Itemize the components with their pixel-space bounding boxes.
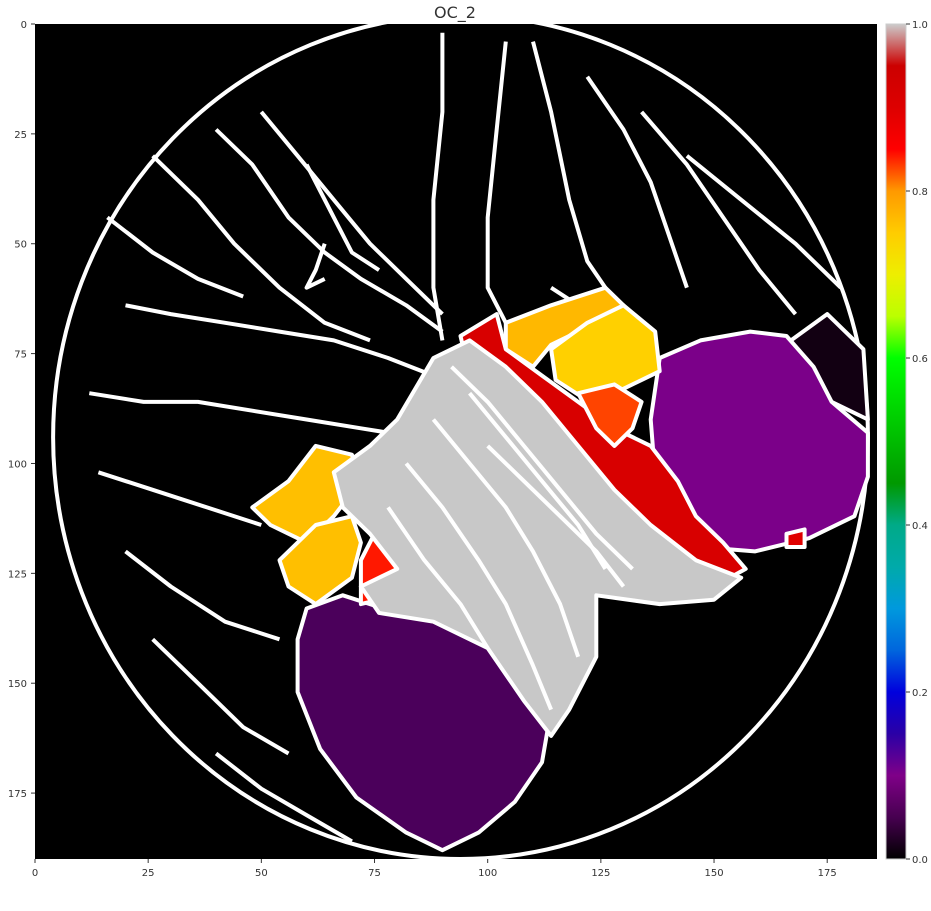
region-contour-5 xyxy=(259,110,444,316)
y-tick-label: 50 xyxy=(14,240,27,251)
y-tick-label: 150 xyxy=(8,679,27,690)
x-tick-label: 175 xyxy=(818,868,837,879)
chart-title: OC_2 xyxy=(434,3,476,23)
inner-contour-2 xyxy=(431,418,581,658)
parcel-central-grey xyxy=(331,338,744,738)
colorbar-tick-label: 0.2 xyxy=(912,688,928,699)
inner-contour-1 xyxy=(468,391,608,570)
region-contour-4 xyxy=(214,128,444,334)
colorbar-ticks: 0.0 0.2 0.4 0.6 0.8 1.0 xyxy=(906,20,928,866)
y-tick-label: 75 xyxy=(14,350,27,361)
y-axis: 0 25 50 75 100 125 150 175 xyxy=(8,20,35,800)
y-tick-label: 0 xyxy=(21,20,27,31)
x-tick-label: 125 xyxy=(591,868,610,879)
region-contour-13 xyxy=(151,637,290,756)
parcel-red-orange-blob xyxy=(576,382,644,448)
x-tick-label: 0 xyxy=(32,868,38,879)
region-contour-11 xyxy=(685,154,843,290)
inner-contour-0 xyxy=(450,365,634,571)
parcel-small-red-dot xyxy=(784,527,807,549)
inner-contour-4 xyxy=(386,506,490,650)
x-tick-label: 100 xyxy=(478,868,497,879)
region-contour-9 xyxy=(585,75,689,289)
inner-contour-3 xyxy=(404,462,553,711)
x-tick-label: 25 xyxy=(142,868,155,879)
x-tick-label: 75 xyxy=(368,868,381,879)
colorbar-tick-label: 0.0 xyxy=(912,855,928,866)
inner-contour-5 xyxy=(486,444,626,588)
region-contour-10 xyxy=(640,110,798,316)
parcel-top-center-yellow xyxy=(549,303,662,400)
colorbar-tick-label: 1.0 xyxy=(912,20,928,31)
region-contour-1 xyxy=(88,391,416,440)
parcel-left-orange-lower xyxy=(277,514,363,607)
region-contour-2 xyxy=(97,470,262,527)
colorbar-frame xyxy=(885,23,907,860)
region-contour-14 xyxy=(214,751,353,844)
y-tick-label: 175 xyxy=(8,789,27,800)
colorbar-tick-label: 0.4 xyxy=(912,521,928,532)
region-contour-8 xyxy=(531,41,608,289)
region-contour-12 xyxy=(124,549,281,642)
y-tick-label: 100 xyxy=(8,459,27,470)
y-tick-label: 125 xyxy=(8,569,27,580)
x-axis: 0 25 50 75 100 125 150 175 xyxy=(32,859,837,879)
colorbar-gradient xyxy=(886,24,906,859)
plot-area: 0 25 50 75 100 125 150 175 0 25 50 75 100 125 150 175 xyxy=(8,20,877,879)
region-contour-0 xyxy=(125,303,435,378)
region-contour-17 xyxy=(304,243,327,290)
colorbar: 0.0 0.2 0.4 0.6 0.8 1.0 xyxy=(885,20,928,866)
x-tick-label: 50 xyxy=(255,868,268,879)
region-contour-3 xyxy=(151,154,371,343)
y-tick-label: 25 xyxy=(14,130,27,141)
region-contour-16 xyxy=(304,163,381,272)
region-contour-15 xyxy=(106,215,244,299)
x-tick-label: 150 xyxy=(704,868,723,879)
colorbar-tick-label: 0.6 xyxy=(912,354,928,365)
region-contour-7 xyxy=(485,41,508,324)
colorbar-tick-label: 0.8 xyxy=(912,187,928,198)
region-contour-6 xyxy=(431,32,445,341)
